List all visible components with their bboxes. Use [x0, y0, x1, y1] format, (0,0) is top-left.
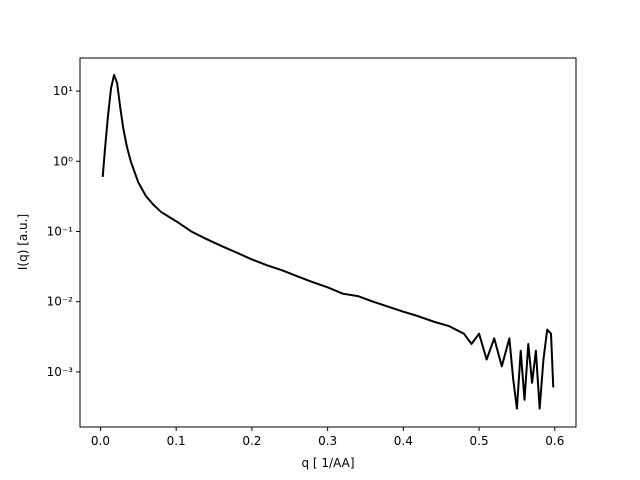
x-tick-label: 0.6 [545, 434, 564, 448]
x-tick-label: 0.0 [91, 434, 110, 448]
y-axis-label: I(q) [a.u.] [16, 214, 30, 270]
x-tick-label: 0.3 [318, 434, 337, 448]
x-tick-label: 0.2 [242, 434, 261, 448]
y-tick-label: 10⁰ [53, 154, 73, 168]
axes-frame [79, 57, 577, 428]
data-line [101, 73, 555, 410]
y-tick-label: 10¹ [53, 84, 73, 98]
x-tick-label: 0.5 [470, 434, 489, 448]
y-tick-label: 10⁻² [47, 295, 74, 309]
x-axis-label: q [ 1/AA] [301, 456, 354, 470]
x-tick-label: 0.4 [394, 434, 413, 448]
x-tick-label: 0.1 [167, 434, 186, 448]
y-tick-label: 10⁻³ [47, 365, 74, 379]
y-tick-label: 10⁻¹ [47, 224, 74, 238]
